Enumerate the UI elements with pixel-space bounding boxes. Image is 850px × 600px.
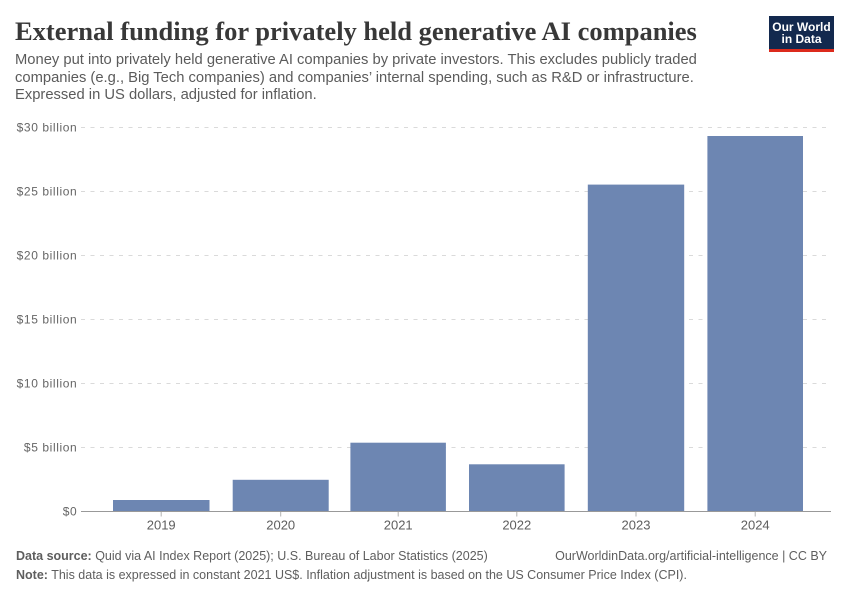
svg-text:2022: 2022 (502, 518, 531, 533)
svg-text:2020: 2020 (266, 518, 295, 533)
svg-text:$10 billion: $10 billion (17, 377, 78, 391)
svg-text:2024: 2024 (741, 518, 770, 533)
svg-text:$20 billion: $20 billion (17, 249, 78, 263)
svg-text:$0: $0 (63, 505, 78, 519)
svg-text:2019: 2019 (147, 518, 176, 533)
svg-text:$15 billion: $15 billion (17, 313, 78, 327)
svg-text:2023: 2023 (622, 518, 651, 533)
svg-text:$30 billion: $30 billion (17, 121, 78, 135)
svg-text:$5 billion: $5 billion (24, 441, 77, 455)
svg-text:$25 billion: $25 billion (17, 185, 78, 199)
svg-text:2021: 2021 (384, 518, 413, 533)
